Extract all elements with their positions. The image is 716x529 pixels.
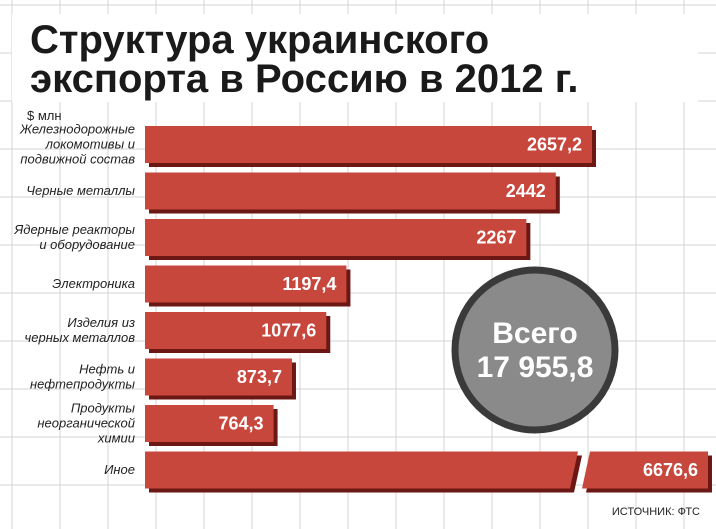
category-label-line: Электроника xyxy=(52,276,135,291)
category-label-line: черных металлов xyxy=(25,330,136,345)
category-label-line: неорганической xyxy=(37,416,135,431)
category-label-line: подвижной состав xyxy=(20,152,135,167)
bar-broken-left xyxy=(145,451,578,489)
value-label: 6676,6 xyxy=(643,460,698,480)
chart-title-line-2: экспорта в Россию в 2012 г. xyxy=(30,57,579,101)
category-label-line: химии xyxy=(97,431,135,446)
bar xyxy=(145,172,556,210)
category-label: Электроника xyxy=(52,276,135,291)
category-label-line: Нефть и xyxy=(79,362,135,377)
bar xyxy=(145,312,327,349)
unit-label: $ млн xyxy=(27,108,62,123)
value-label: 2657,2 xyxy=(527,135,582,155)
category-label: Ядерные реакторы и оборудование xyxy=(13,222,135,252)
category-label: Железнодорожные локомотивы и подвижной сос… xyxy=(19,122,135,167)
value-label: 1197,4 xyxy=(282,274,336,294)
bar xyxy=(145,358,292,396)
bar xyxy=(145,219,527,256)
total-circle-shape xyxy=(451,266,619,434)
value-label: 764,3 xyxy=(219,414,264,434)
category-label-line: Ядерные реакторы xyxy=(13,222,135,237)
source-note: ИСТОЧНИК: ФТС xyxy=(612,506,700,518)
value-label: 2267 xyxy=(476,228,516,248)
value-label: 873,7 xyxy=(237,367,282,387)
title-background xyxy=(12,14,698,102)
category-label: Нефть и нефтепродукты xyxy=(30,362,135,392)
category-label-line: Иное xyxy=(104,462,135,477)
bars: Железнодорожные локомотивы и подвижной сос… xyxy=(13,122,712,493)
category-label-line: Черные металлы xyxy=(26,183,135,198)
bar xyxy=(145,265,347,303)
category-label-line: нефтепродукты xyxy=(30,377,135,392)
total-value: 17 955,8 xyxy=(477,351,594,384)
category-label-line: Железнодорожные xyxy=(19,122,135,137)
category-label: Продукты неорганической химии xyxy=(37,401,135,446)
category-label: Иное xyxy=(104,462,135,477)
total-label: Всего xyxy=(492,317,577,350)
value-label: 2442 xyxy=(506,181,546,201)
category-label-line: локомотивы и xyxy=(45,137,135,152)
category-label-line: Продукты xyxy=(71,401,136,416)
total-circle: Всего 17 955,8 xyxy=(451,266,619,434)
value-label: 1077,6 xyxy=(261,321,316,341)
bar-broken-right xyxy=(582,451,708,489)
category-label: Изделия из черных металлов xyxy=(25,315,136,345)
category-label: Черные металлы xyxy=(26,183,135,198)
bar xyxy=(145,126,592,163)
category-label-line: Изделия из xyxy=(67,315,135,330)
chart-title-line-1: Структура украинского xyxy=(30,18,489,62)
category-label-line: и оборудование xyxy=(39,237,135,252)
bar xyxy=(145,405,274,442)
